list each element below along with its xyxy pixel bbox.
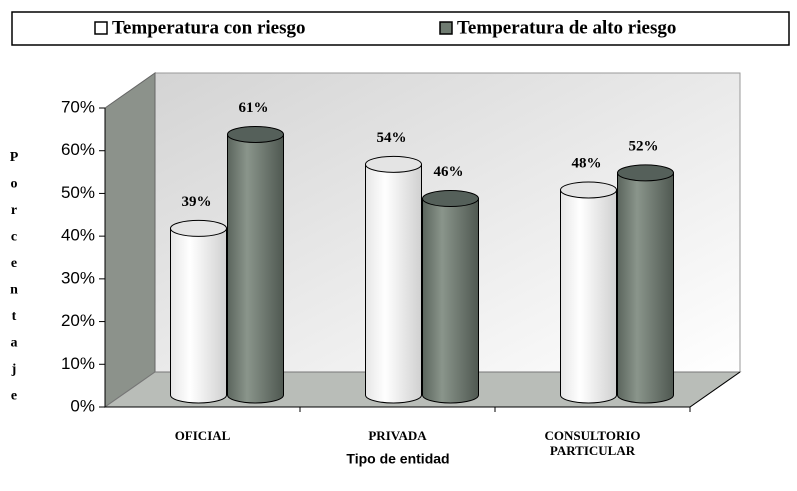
legend-swatch	[439, 21, 453, 35]
y-tick-label: 40%	[61, 226, 95, 245]
data-label: 52%	[629, 138, 659, 154]
legend-swatch	[94, 21, 108, 35]
x-tick-label: OFICIAL	[175, 428, 231, 443]
x-tick-label: PRIVADA	[368, 428, 427, 443]
floor-edge	[689, 371, 741, 408]
cylinder	[365, 155, 422, 404]
data-label: 46%	[434, 164, 464, 180]
cylinder-body	[560, 189, 617, 404]
legend-box	[11, 11, 790, 46]
data-label: 48%	[572, 155, 602, 171]
cylinder-body	[365, 163, 422, 404]
side-wall	[104, 72, 156, 408]
y-tick-label: 70%	[61, 97, 95, 116]
x-tick-label: CONSULTORIO PARTICULAR	[544, 428, 640, 458]
y-tick-label: 20%	[61, 311, 95, 330]
cylinder-body	[170, 227, 227, 404]
cylinder-top	[617, 164, 674, 182]
cylinder-top	[170, 219, 227, 237]
cylinder-body	[617, 172, 674, 404]
y-tick-label: 0%	[70, 396, 95, 415]
legend-label: Temperatura con riesgo	[112, 17, 306, 38]
y-tick-label: 10%	[61, 354, 95, 373]
cylinder	[422, 190, 479, 404]
x-axis-title: Tipo de entidad	[346, 451, 449, 467]
cylinder	[170, 219, 227, 404]
data-label: 61%	[239, 100, 269, 116]
cylinder-top	[422, 190, 479, 208]
cylinder-top	[365, 155, 422, 173]
cylinder-body	[422, 198, 479, 404]
cylinder-top	[560, 181, 617, 199]
cylinder	[227, 125, 284, 404]
data-label: 54%	[377, 130, 407, 146]
cylinder	[617, 164, 674, 404]
cylinder-body	[227, 133, 284, 404]
cylinder-top	[227, 125, 284, 143]
legend-label: Temperatura de alto riesgo	[457, 17, 676, 38]
y-tick-label: 60%	[61, 140, 95, 159]
y-tick-label: 50%	[61, 183, 95, 202]
y-tick-label: 30%	[61, 268, 95, 287]
data-label: 39%	[182, 194, 212, 210]
cylinder	[560, 181, 617, 404]
